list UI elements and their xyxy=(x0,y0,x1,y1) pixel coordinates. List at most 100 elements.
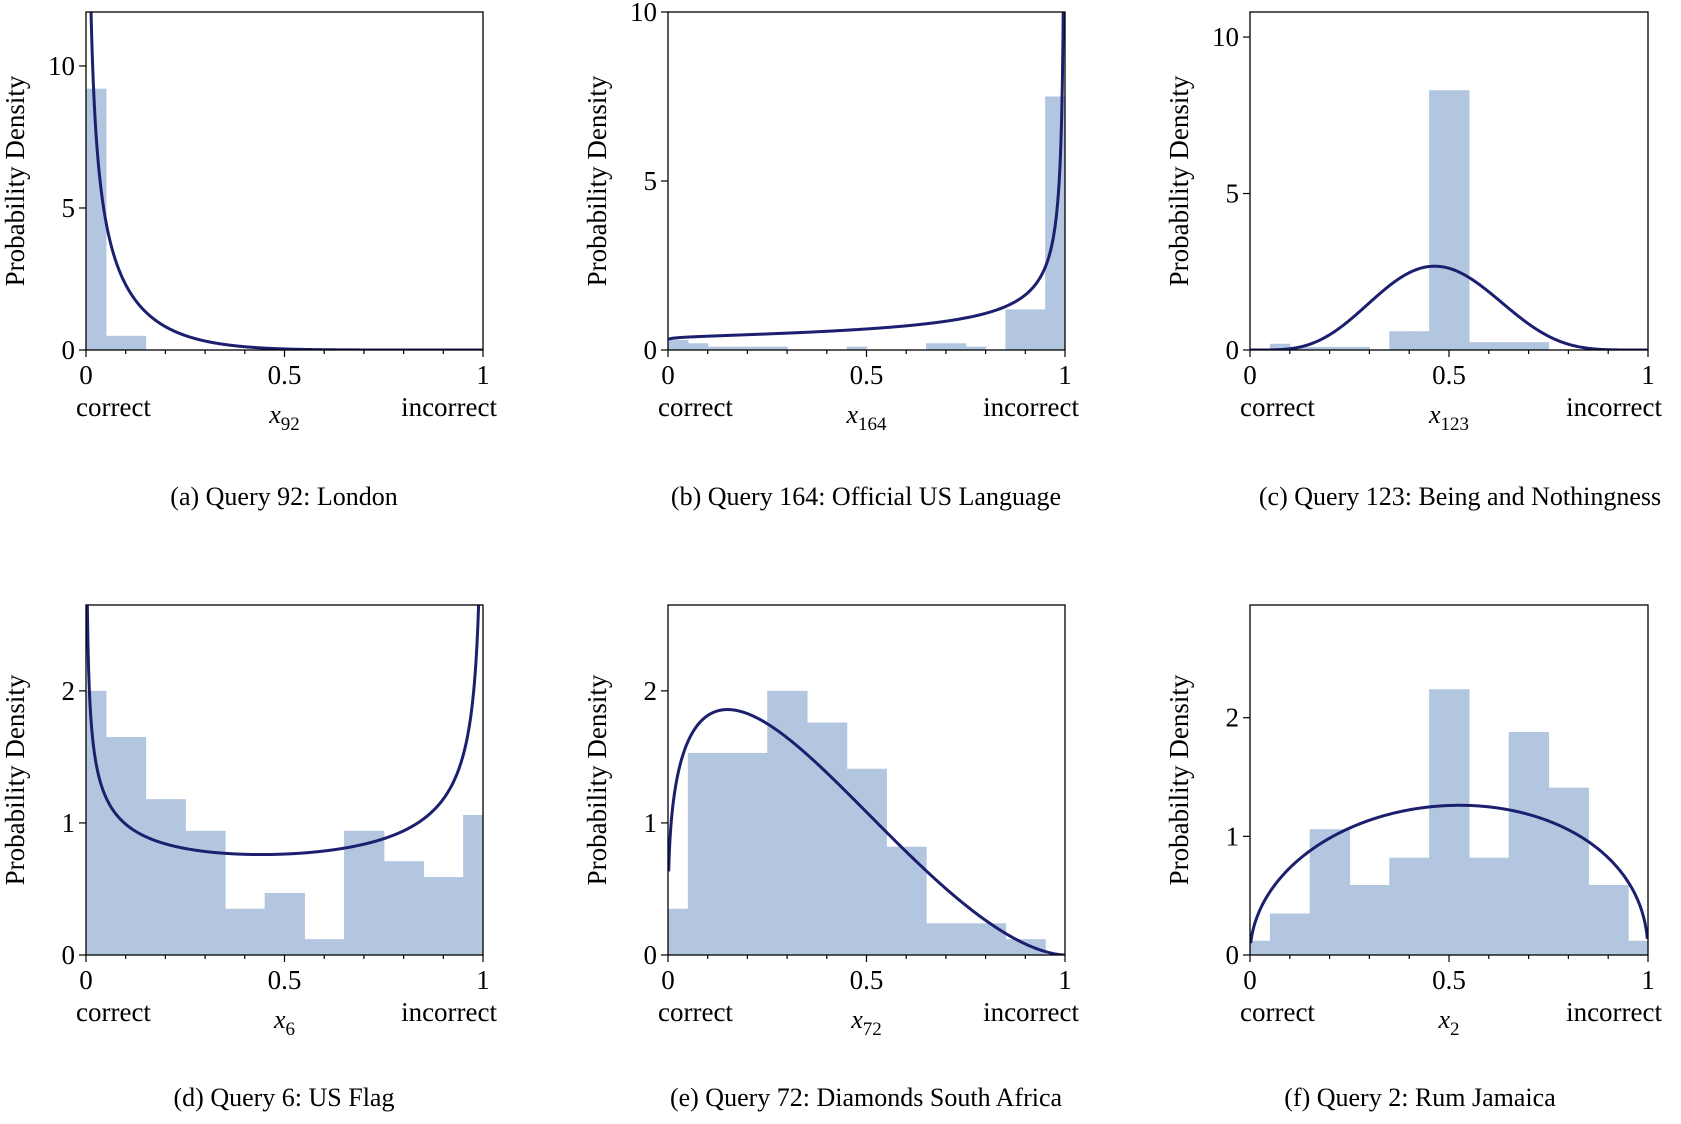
histogram-bar xyxy=(1488,857,1510,955)
histogram-bar xyxy=(105,335,127,350)
histogram-bar xyxy=(1628,940,1648,955)
histogram-bar xyxy=(1608,885,1629,955)
x-label-incorrect: incorrect xyxy=(1566,392,1662,422)
x-axis-variable: x92 xyxy=(268,400,300,435)
histogram-bar xyxy=(787,690,808,955)
subfigure-caption: (f) Query 2: Rum Jamaica xyxy=(1284,1083,1556,1112)
histogram-bar xyxy=(1508,731,1530,955)
histogram-bar xyxy=(747,346,768,350)
histogram-bar xyxy=(1389,857,1410,955)
x-tick-label: 0 xyxy=(1243,965,1257,995)
x-tick-label: 0.5 xyxy=(850,360,884,390)
histogram-bar xyxy=(906,846,927,955)
plot-frame xyxy=(85,11,484,351)
x-tick-label: 0 xyxy=(79,965,93,995)
histogram-bar xyxy=(926,923,947,955)
x-tick-label: 0.5 xyxy=(1432,965,1466,995)
histogram-bar xyxy=(747,752,768,955)
histogram-bar xyxy=(1468,857,1490,955)
beta-fit-curve xyxy=(668,12,1065,341)
histogram-bar xyxy=(1329,346,1351,350)
histogram-bar xyxy=(264,892,286,955)
histogram-bar xyxy=(1488,342,1510,350)
histogram-bar xyxy=(965,346,987,350)
y-tick-label: 0 xyxy=(62,940,76,970)
histogram-bar xyxy=(1349,885,1370,955)
x-label-incorrect: incorrect xyxy=(983,997,1079,1027)
subfigure-caption: (e) Query 72: Diamonds South Africa xyxy=(670,1083,1063,1112)
histogram-bar xyxy=(125,737,147,955)
subfigure-caption: (c) Query 123: Being and Nothingness xyxy=(1259,482,1661,511)
x-axis-variable: x2 xyxy=(1437,1005,1459,1040)
x-tick-label: 0 xyxy=(1243,360,1257,390)
x-label-correct: correct xyxy=(76,997,151,1027)
y-tick-label: 0 xyxy=(644,940,658,970)
x-axis-variable: x6 xyxy=(273,1005,295,1040)
histogram-bar xyxy=(1309,346,1331,350)
histogram-bar xyxy=(105,737,127,955)
subfigure-caption: (a) Query 92: London xyxy=(170,482,397,511)
histogram-bar xyxy=(403,861,425,955)
histogram-bar xyxy=(86,690,107,955)
y-tick-label: 0 xyxy=(644,335,658,365)
histogram-bar xyxy=(668,908,689,955)
x-tick-label: 0 xyxy=(79,360,93,390)
y-tick-label: 2 xyxy=(644,676,658,706)
y-axis-label: Probability Density xyxy=(0,674,30,885)
y-tick-label: 10 xyxy=(48,51,75,81)
histogram-bar xyxy=(965,923,987,955)
x-axis-variable: x123 xyxy=(1428,400,1469,435)
x-label-correct: correct xyxy=(658,997,733,1027)
histogram-bar xyxy=(668,339,689,350)
histogram-bar xyxy=(826,722,848,955)
histogram-bar xyxy=(767,690,788,955)
y-tick-label: 0 xyxy=(1226,940,1240,970)
y-tick-label: 0 xyxy=(62,335,76,365)
histogram-bar xyxy=(1269,343,1291,350)
histogram-bar xyxy=(1508,342,1530,350)
x-tick-label: 0.5 xyxy=(850,965,884,995)
histogram-bars xyxy=(668,690,1046,955)
y-axis-label: Probability Density xyxy=(1164,75,1194,286)
y-tick-label: 2 xyxy=(62,676,76,706)
histogram-bar xyxy=(687,752,709,955)
y-axis-label: Probability Density xyxy=(1164,674,1194,885)
x-tick-label: 1 xyxy=(1641,360,1655,390)
histogram-bar xyxy=(846,768,868,955)
histogram-bar xyxy=(1250,940,1271,955)
histogram-bar xyxy=(1468,342,1490,350)
histogram-bar xyxy=(727,346,748,350)
histogram-bar xyxy=(1449,689,1470,955)
histogram-bar xyxy=(806,722,828,955)
y-tick-label: 10 xyxy=(630,0,657,27)
x-label-incorrect: incorrect xyxy=(401,392,497,422)
beta-fit-curve xyxy=(89,12,483,350)
histogram-bar xyxy=(1349,346,1370,350)
x-axis-variable: x164 xyxy=(845,400,887,435)
histogram-bar xyxy=(423,877,444,955)
x-tick-label: 0 xyxy=(661,360,675,390)
histogram-bar xyxy=(1369,885,1390,955)
histogram-bar xyxy=(1269,913,1291,955)
histogram-bar xyxy=(1548,787,1569,955)
plot-frame xyxy=(667,11,1066,351)
x-label-correct: correct xyxy=(1240,997,1315,1027)
histogram-bar xyxy=(383,861,405,955)
histogram-bar xyxy=(926,343,947,350)
x-tick-label: 1 xyxy=(1641,965,1655,995)
x-label-correct: correct xyxy=(658,392,733,422)
histogram-bars xyxy=(1250,689,1648,955)
histogram-bar xyxy=(363,830,385,955)
histogram-bars xyxy=(668,96,1065,350)
histogram-bar xyxy=(1409,857,1430,955)
beta-fit-curve xyxy=(668,708,1065,955)
histogram-bar xyxy=(1329,829,1351,955)
histogram-bar xyxy=(244,908,266,955)
histogram-bar xyxy=(1025,309,1046,350)
histogram-bar xyxy=(1568,787,1589,955)
histogram-bars xyxy=(86,690,483,955)
histogram-bar xyxy=(1588,885,1609,955)
histogram-bar xyxy=(443,877,464,955)
